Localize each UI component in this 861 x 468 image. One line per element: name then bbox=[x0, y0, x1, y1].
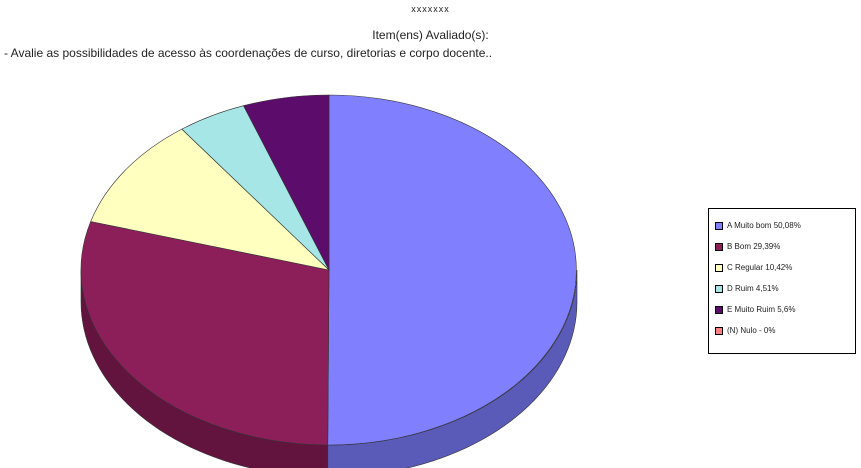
chart-legend: A Muito bom 50,08% B Bom 29,39% C Regular … bbox=[708, 208, 856, 354]
pie-slice-2 bbox=[90, 128, 330, 271]
pie-slice-4 bbox=[243, 94, 330, 271]
pie-slice-0 bbox=[327, 94, 577, 446]
legend-swatch bbox=[715, 242, 723, 251]
legend-label: E Muito Ruim 5,6% bbox=[727, 305, 796, 314]
legend-label: A Muito bom 50,08% bbox=[727, 221, 801, 230]
pie-slice-side-0 bbox=[327, 269, 578, 468]
legend-item: C Regular 10,42% bbox=[715, 257, 855, 278]
legend-item: E Muito Ruim 5,6% bbox=[715, 299, 855, 320]
question-text: - Avalie as possibilidades de acesso às … bbox=[4, 46, 493, 60]
legend-swatch bbox=[715, 221, 723, 230]
legend-label: D Ruim 4,51% bbox=[727, 284, 779, 293]
legend-item: (N) Nulo - 0% bbox=[715, 320, 855, 341]
legend-label: (N) Nulo - 0% bbox=[727, 326, 776, 335]
legend-swatch bbox=[715, 284, 723, 293]
legend-label: B Bom 29,39% bbox=[727, 242, 781, 251]
item-label: Item(ens) Avaliado(s): bbox=[372, 28, 489, 42]
legend-item: B Bom 29,39% bbox=[715, 236, 855, 257]
legend-item: D Ruim 4,51% bbox=[715, 278, 855, 299]
pie-slice-1 bbox=[80, 221, 330, 446]
legend-swatch bbox=[715, 326, 723, 335]
legend-swatch bbox=[715, 263, 723, 272]
legend-item: A Muito bom 50,08% bbox=[715, 215, 855, 236]
legend-label: C Regular 10,42% bbox=[727, 263, 793, 272]
legend-swatch bbox=[715, 305, 723, 314]
chart-code: xxxxxxx bbox=[411, 4, 450, 14]
